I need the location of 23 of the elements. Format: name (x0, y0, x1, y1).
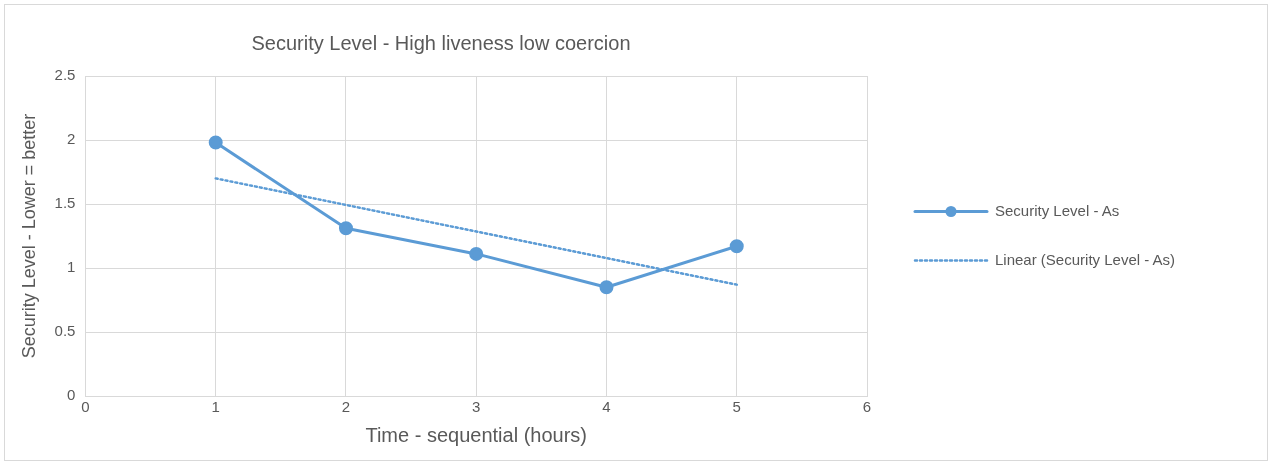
x-tick-label: 3 (472, 398, 481, 416)
chart-title: Security Level - High liveness low coercion (251, 31, 631, 54)
y-axis-title: Security Level - Lower = better (18, 113, 39, 359)
y-tick-label: 2.5 (54, 66, 76, 84)
y-tick-label: 2 (67, 130, 76, 148)
y-tick-label: 0 (67, 386, 76, 404)
legend-label: Linear (Security Level - As) (995, 250, 1176, 268)
y-tick-label: 1.5 (54, 194, 76, 212)
x-axis-title: Time - sequential (hours) (365, 423, 588, 446)
x-tick-label: 6 (862, 398, 872, 416)
point (729, 239, 744, 254)
y-tick-label: 0.5 (54, 322, 76, 340)
point (469, 246, 484, 261)
legend-label: Security Level - As (995, 201, 1120, 219)
point (599, 280, 614, 295)
x-tick-label: 0 (81, 398, 90, 416)
point (338, 221, 353, 236)
y-tick-label: 1 (67, 258, 76, 276)
x-tick-label: 2 (341, 398, 351, 416)
x-tick-label: 5 (732, 398, 741, 416)
x-tick-label: 1 (211, 398, 220, 416)
point (208, 135, 223, 150)
x-tick-label: 4 (602, 398, 611, 416)
